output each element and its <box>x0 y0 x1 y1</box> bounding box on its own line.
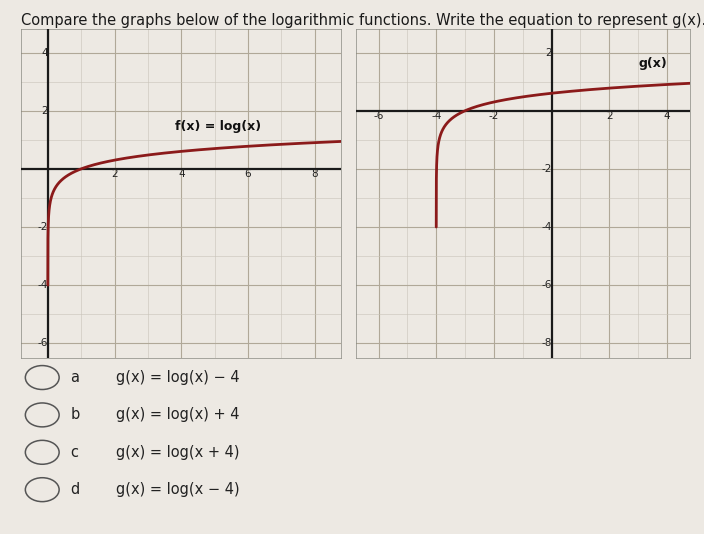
Text: -2: -2 <box>541 164 551 174</box>
Text: g(x) = log(x − 4): g(x) = log(x − 4) <box>116 482 240 497</box>
Text: 2: 2 <box>42 106 48 116</box>
Text: a: a <box>70 370 80 385</box>
Text: f(x) = log(x): f(x) = log(x) <box>175 120 260 132</box>
Text: 4: 4 <box>42 48 48 58</box>
Text: g(x) = log(x + 4): g(x) = log(x + 4) <box>116 445 239 460</box>
Text: 4: 4 <box>178 169 184 179</box>
Text: 4: 4 <box>664 111 670 121</box>
Text: -6: -6 <box>541 280 551 290</box>
Text: 6: 6 <box>245 169 251 179</box>
Text: -2: -2 <box>37 222 48 232</box>
Text: -6: -6 <box>373 111 384 121</box>
Text: -4: -4 <box>541 222 551 232</box>
Text: -2: -2 <box>489 111 499 121</box>
Text: 8: 8 <box>311 169 318 179</box>
Text: g(x) = log(x) − 4: g(x) = log(x) − 4 <box>116 370 240 385</box>
Text: Compare the graphs below of the logarithmic functions. Write the equation to rep: Compare the graphs below of the logarith… <box>21 13 704 28</box>
Text: g(x) = log(x) + 4: g(x) = log(x) + 4 <box>116 407 239 422</box>
Text: 2: 2 <box>606 111 612 121</box>
Text: -6: -6 <box>37 338 48 348</box>
Text: 2: 2 <box>545 48 551 58</box>
Text: -8: -8 <box>541 338 551 348</box>
Text: -4: -4 <box>431 111 441 121</box>
Text: d: d <box>70 482 80 497</box>
Text: 2: 2 <box>111 169 118 179</box>
Text: c: c <box>70 445 78 460</box>
Text: -4: -4 <box>37 280 48 290</box>
Text: g(x): g(x) <box>638 57 667 70</box>
Text: b: b <box>70 407 80 422</box>
